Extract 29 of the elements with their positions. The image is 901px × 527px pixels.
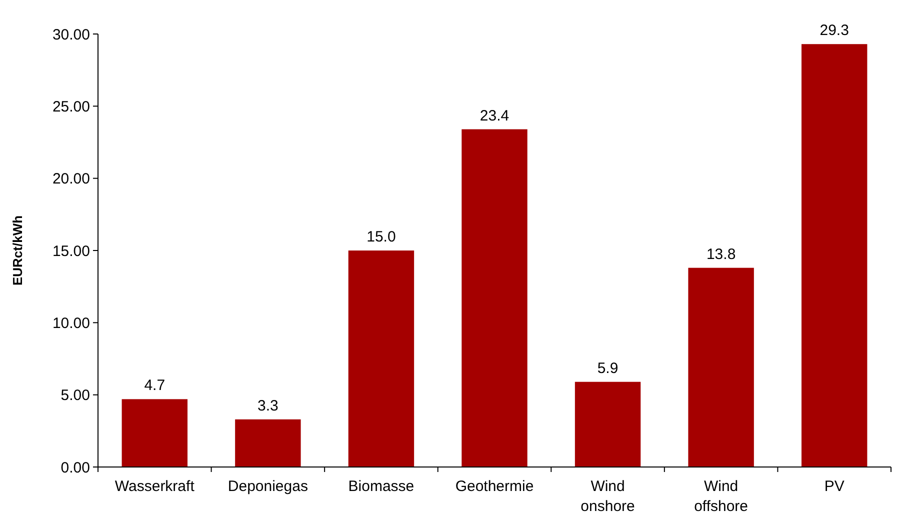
bar <box>574 382 641 467</box>
y-tick-label: 0.00 <box>60 459 90 476</box>
y-tick-label: 10.00 <box>52 314 90 332</box>
bar <box>122 399 188 467</box>
x-tick-label: Deponiegas <box>228 478 308 495</box>
data-label: 4.7 <box>144 377 166 394</box>
x-tick-label: Wind onshore <box>580 478 635 515</box>
x-tick-label: Geothermie <box>455 478 534 495</box>
x-tick-label: Wind offshore <box>694 478 748 515</box>
y-tick-label: 20.00 <box>52 170 90 188</box>
bar <box>802 44 868 467</box>
data-label: 15.0 <box>366 228 396 246</box>
x-tick-label: Wasserkraft <box>114 478 196 495</box>
bar <box>235 419 301 467</box>
data-label: 13.8 <box>706 246 736 263</box>
x-tick-label: Biomasse <box>348 478 414 495</box>
x-tick-label: PV <box>824 478 844 495</box>
bar <box>688 268 754 467</box>
y-tick-label: 5.00 <box>60 387 90 404</box>
data-label: 3.3 <box>258 397 278 414</box>
y-tick-label: 25.00 <box>52 98 90 116</box>
y-tick-label: 30.00 <box>52 26 90 44</box>
y-axis-title: EURct/kWh <box>10 215 25 286</box>
bar <box>462 129 528 467</box>
data-label: 23.4 <box>480 107 510 124</box>
bar <box>348 250 414 467</box>
y-tick-label: 15.00 <box>52 242 90 260</box>
data-label: 29.3 <box>820 22 849 40</box>
data-label: 5.9 <box>597 360 618 377</box>
